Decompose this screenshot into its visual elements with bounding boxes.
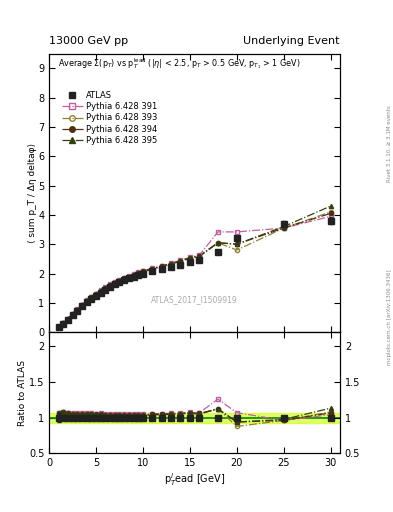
Text: Underlying Event: Underlying Event xyxy=(243,36,340,46)
Y-axis label: ⟨ sum p_T / Δη deltaφ⟩: ⟨ sum p_T / Δη deltaφ⟩ xyxy=(28,143,37,243)
Text: Rivet 3.1.10, ≥ 3.1M events: Rivet 3.1.10, ≥ 3.1M events xyxy=(387,105,392,182)
Text: Average $\Sigma$(p$_T$) vs p$_T^{\rm lead}$ (|$\eta$| < 2.5, p$_T$ > 0.5 GeV, p$: Average $\Sigma$(p$_T$) vs p$_T^{\rm lea… xyxy=(58,56,300,72)
Text: 13000 GeV pp: 13000 GeV pp xyxy=(49,36,128,46)
Y-axis label: Ratio to ATLAS: Ratio to ATLAS xyxy=(18,359,28,425)
Text: ATLAS_2017_I1509919: ATLAS_2017_I1509919 xyxy=(151,295,238,304)
Legend: ATLAS, Pythia 6.428 391, Pythia 6.428 393, Pythia 6.428 394, Pythia 6.428 395: ATLAS, Pythia 6.428 391, Pythia 6.428 39… xyxy=(62,91,158,145)
Text: mcplots.cern.ch [arXiv:1306.3436]: mcplots.cern.ch [arXiv:1306.3436] xyxy=(387,270,392,365)
X-axis label: p$_T^l$ead [GeV]: p$_T^l$ead [GeV] xyxy=(164,471,225,487)
Bar xyxy=(49,413,340,422)
